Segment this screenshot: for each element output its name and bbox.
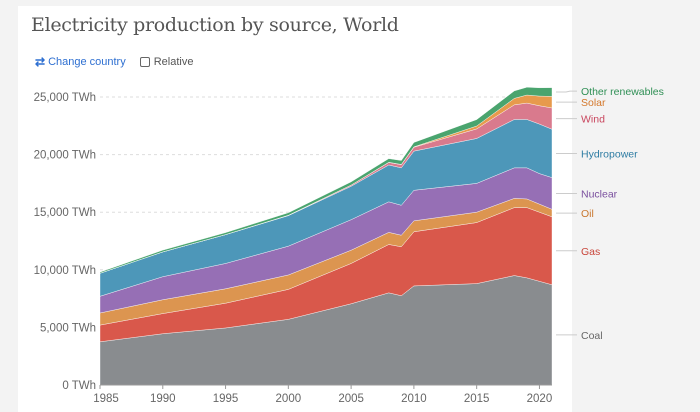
chart-controls: ⇄ Change country Relative bbox=[35, 55, 193, 69]
y-tick-label: 10,000 TWh bbox=[34, 265, 96, 277]
legend-label-other-renewables: Other renewables bbox=[581, 86, 664, 98]
y-tick-label: 0 TWh bbox=[62, 380, 96, 392]
relative-checkbox[interactable] bbox=[139, 57, 150, 67]
legend-label-coal: Coal bbox=[581, 330, 603, 342]
legend-label-oil: Oil bbox=[581, 208, 594, 220]
legend-label-solar: Solar bbox=[581, 97, 606, 109]
x-tick-label: 2005 bbox=[338, 393, 364, 405]
y-tick-label: 15,000 TWh bbox=[34, 207, 96, 219]
legend-label-hydropower: Hydropower bbox=[581, 148, 638, 160]
x-tick-label: 1990 bbox=[150, 393, 176, 405]
y-tick-label: 25,000 TWh bbox=[34, 92, 96, 104]
legend-label-nuclear: Nuclear bbox=[581, 188, 618, 200]
change-country-label: Change country bbox=[48, 56, 126, 68]
relative-label: Relative bbox=[153, 56, 194, 68]
y-tick-label: 5,000 TWh bbox=[40, 322, 96, 334]
x-tick-label: 2015 bbox=[464, 393, 490, 405]
x-tick-label: 2010 bbox=[401, 393, 427, 405]
x-tick-label: 2020 bbox=[527, 393, 553, 405]
legend-label-gas: Gas bbox=[581, 246, 600, 258]
change-country-button[interactable]: ⇄ Change country bbox=[35, 55, 126, 69]
chart-title: Electricity production by source, World bbox=[31, 14, 399, 36]
legend-connector bbox=[556, 90, 577, 93]
y-tick-label: 20,000 TWh bbox=[34, 150, 96, 162]
area-other-renewables bbox=[99, 87, 553, 274]
x-tick-label: 2000 bbox=[276, 393, 302, 405]
relative-toggle[interactable]: Relative bbox=[139, 56, 194, 68]
legend-label-wind: Wind bbox=[581, 114, 605, 126]
x-tick-label: 1995 bbox=[213, 393, 239, 405]
swap-arrows-icon: ⇄ bbox=[35, 55, 46, 69]
x-tick-label: 1985 bbox=[93, 393, 119, 405]
